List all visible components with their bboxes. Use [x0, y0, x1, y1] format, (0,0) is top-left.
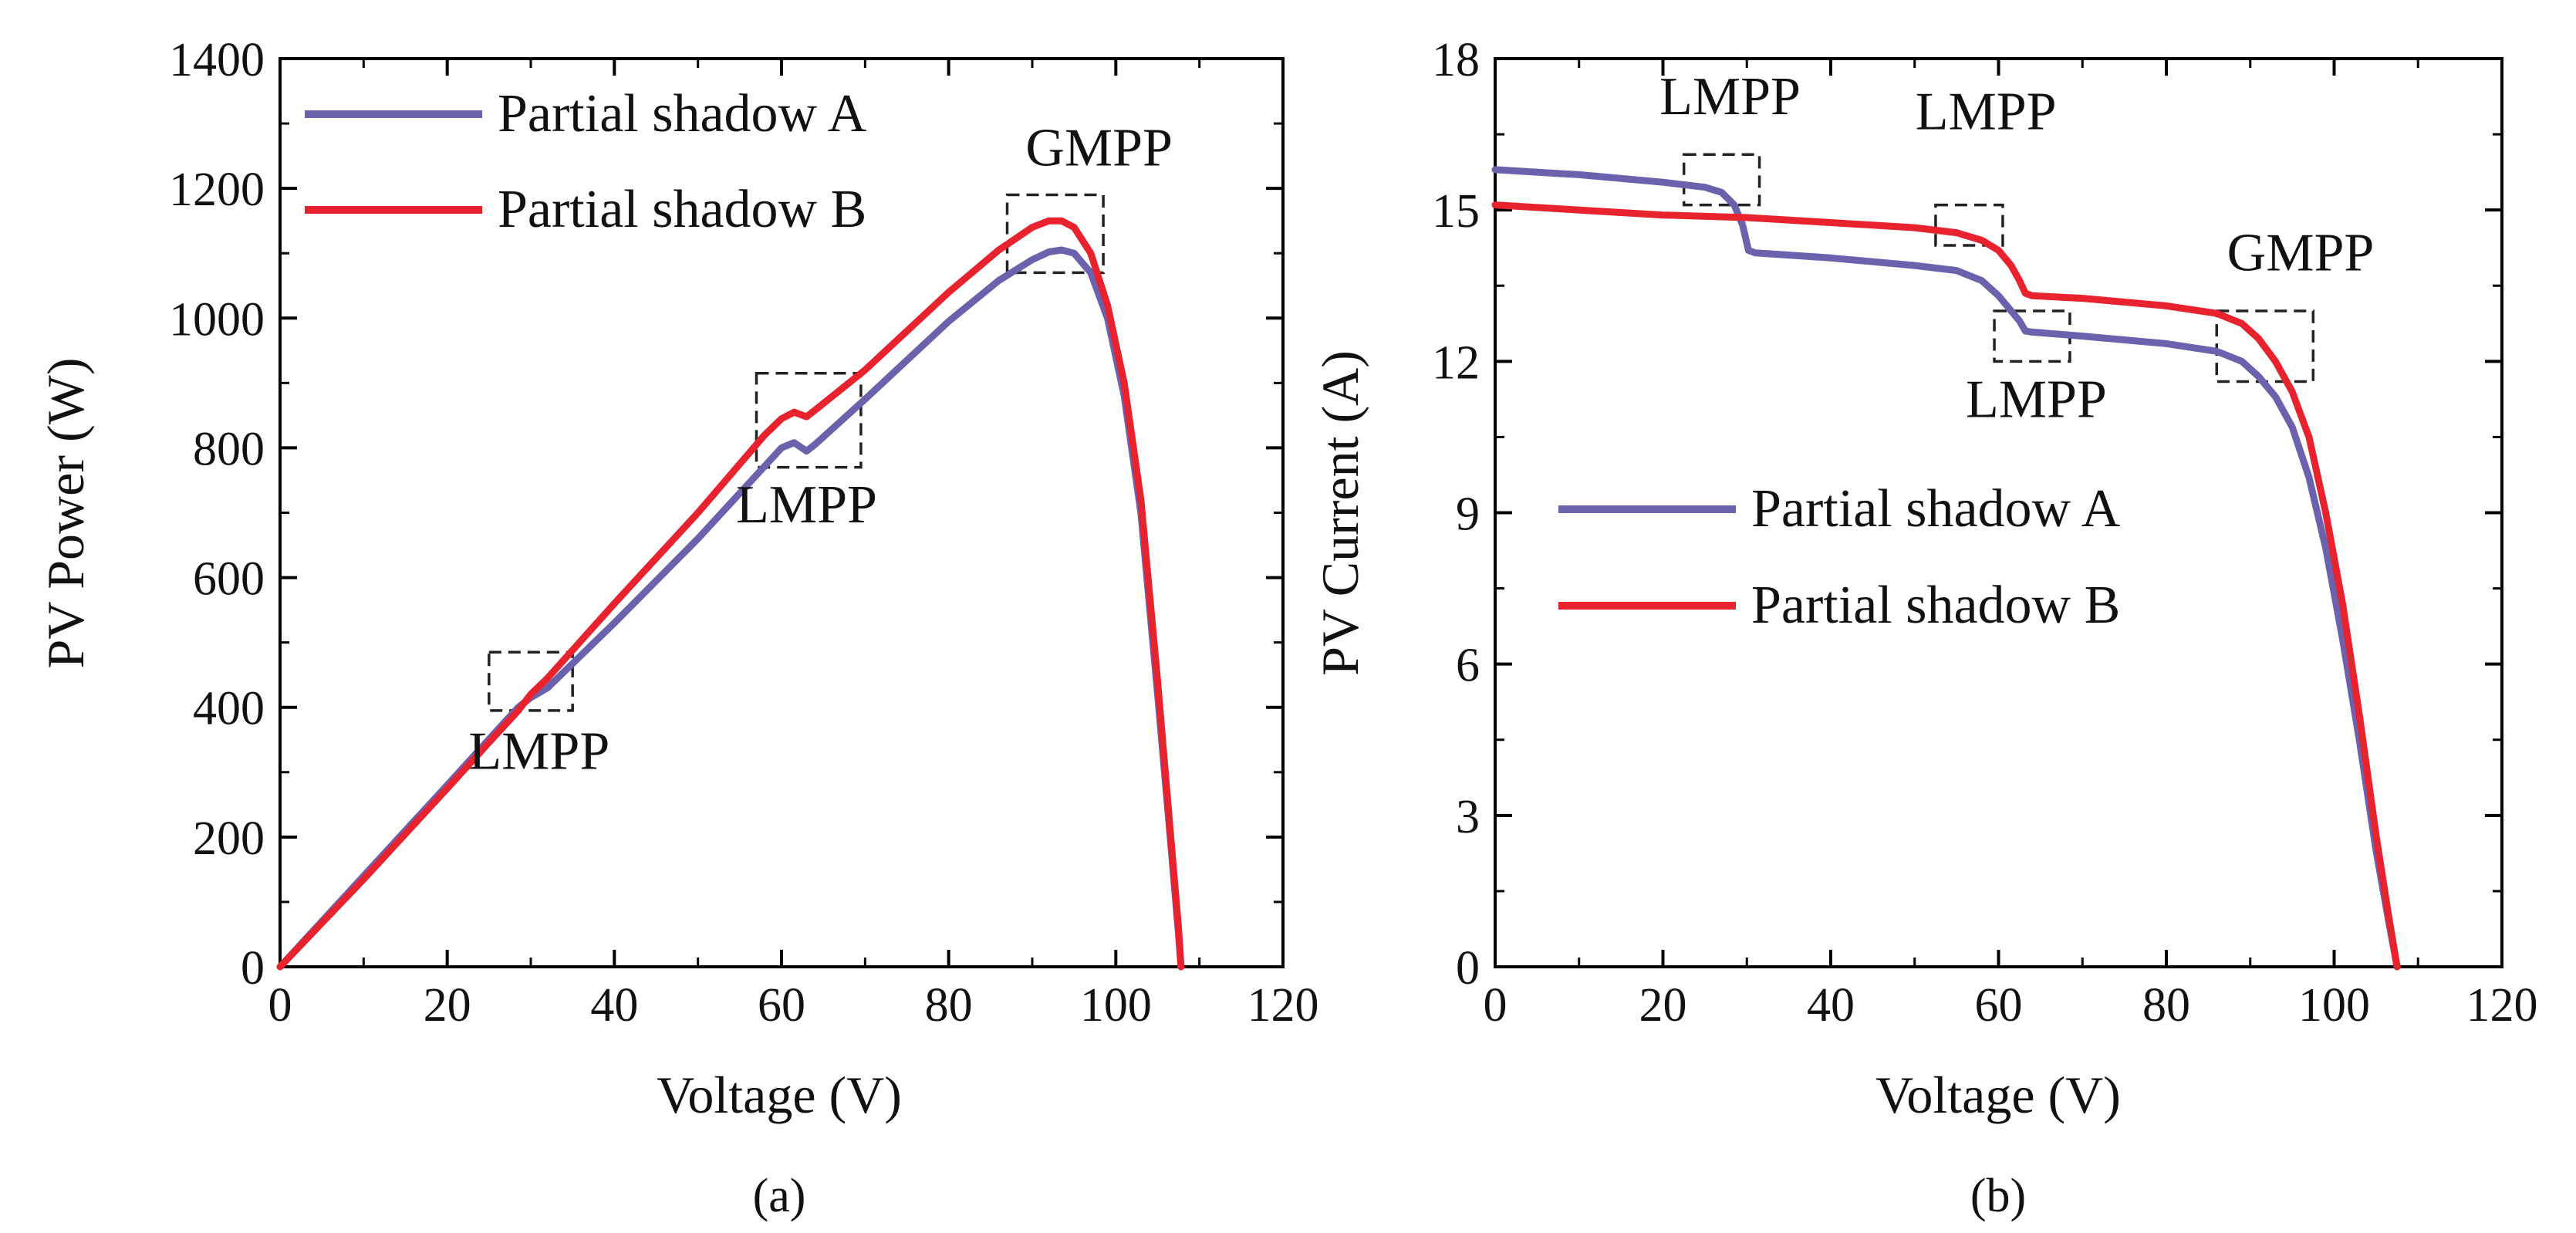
panel-a-x-tick-label: 100 [1080, 979, 1152, 1032]
panel-a-x-tick-label: 120 [1247, 979, 1319, 1032]
panel-a-y-tick-label: 200 [193, 812, 265, 865]
annotation-label-gmpp: GMPP [1025, 119, 1173, 178]
panel-b-x-tick-label: 60 [1975, 979, 2023, 1032]
panel-b-x-tick-label: 80 [2142, 979, 2190, 1032]
panel-b-x-tick-label: 120 [2466, 979, 2538, 1032]
series-line-partial-shadow-a [276, 246, 1185, 971]
panel-a-x-tick-label: 40 [590, 979, 638, 1032]
panel-b-x-tick-label: 100 [2298, 979, 2370, 1032]
panel-a-power-curve: 0 20 40 60 80 100 1200200400600800100012001400… [36, 34, 1319, 1222]
panel-b-y-tick-label: 3 [1456, 791, 1480, 843]
annotation-label-lmpp: LMPP [468, 722, 609, 782]
panel-b-x-tick-label: 0 [1484, 979, 1507, 1032]
panel-a-y-tick-label: 1400 [169, 34, 265, 86]
panel-b-x-tick-label: 20 [1639, 979, 1687, 1032]
panel-b-x-tick-label: 40 [1807, 979, 1855, 1032]
series-line-partial-shadow-b [276, 217, 1185, 971]
panel-b-x-axis-title: Voltage (V) [1875, 1066, 2121, 1124]
panel-b-ticks: 0 20 40 60 80 100 120 0 3 6 9 12 15 18 [1432, 34, 2538, 1032]
legend-a-label-series-b: Partial shadow B [498, 180, 866, 239]
panel-a-caption: (a) [753, 1170, 806, 1222]
panel-b-series [1491, 166, 2401, 971]
panel-a-x-axis-title: Voltage (V) [657, 1066, 902, 1124]
panel-b-y-tick-label: 6 [1456, 640, 1480, 692]
legend-a-label-series-a: Partial shadow A [498, 84, 867, 144]
annotation-label-lmpp: LMPP [736, 475, 877, 535]
panel-a-y-tick-label: 400 [193, 683, 265, 735]
panel-a-y-axis-title: PV Power (W) [36, 358, 95, 669]
panel-a-annotation-boxes [488, 193, 1105, 712]
panel-a-x-tick-label: 0 [268, 979, 292, 1032]
annotation-label-lmpp: LMPP [1659, 67, 1801, 127]
annotation-box-lmpp [488, 650, 574, 712]
panel-b-y-tick-label: 15 [1432, 185, 1480, 238]
annotation-box-lmpp [1934, 203, 2004, 247]
panel-b-legend: Partial shadow A Partial shadow B [1558, 479, 2121, 635]
annotation-box-lmpp [755, 371, 863, 469]
panel-b-y-tick-label: 18 [1432, 34, 1480, 86]
annotation-box-lmpp [1682, 153, 1761, 207]
panel-a-y-tick-label: 600 [193, 553, 265, 606]
panel-b-y-tick-label: 9 [1456, 488, 1480, 541]
panel-a-y-tick-label: 1000 [169, 293, 265, 346]
panel-a-x-tick-label: 60 [758, 979, 805, 1032]
legend-b-label-series-b: Partial shadow B [1751, 576, 2120, 635]
series-line-partial-shadow-a [1491, 166, 2401, 971]
panel-b-current-curve: 0 20 40 60 80 100 120 0 3 6 9 12 15 18 LMPP LMPP LMPP GM… [1311, 34, 2538, 1222]
panel-a-y-tick-label: 800 [193, 423, 265, 475]
panel-a-annotation-labels: LMPP LMPP GMPP [468, 119, 1173, 782]
panel-a-legend: Partial shadow A Partial shadow B [305, 84, 867, 239]
panel-a-y-tick-label: 0 [241, 942, 265, 995]
annotation-box-gmpp [1005, 193, 1105, 275]
panel-b-y-axis-title: PV Current (A) [1311, 350, 1369, 676]
legend-b-label-series-a: Partial shadow A [1751, 479, 2121, 539]
panel-b-annotation-labels: LMPP LMPP LMPP GMPP [1659, 67, 2374, 429]
panel-b-caption: (b) [1970, 1170, 2026, 1222]
panel-a-series [276, 217, 1185, 971]
panel-a-y-tick-label: 1200 [169, 164, 265, 216]
annotation-label-gmpp: GMPP [2227, 224, 2375, 283]
annotation-label-lmpp: LMPP [1916, 83, 2057, 142]
annotation-label-lmpp: LMPP [1966, 370, 2107, 429]
panel-b-y-tick-label: 12 [1432, 336, 1480, 389]
panel-a-x-tick-label: 80 [925, 979, 973, 1032]
panel-a-x-tick-label: 20 [424, 979, 471, 1032]
series-line-partial-shadow-b [1491, 201, 2401, 971]
panel-b-y-tick-label: 0 [1456, 942, 1480, 995]
panel-b-annotation-boxes [1682, 153, 2315, 383]
